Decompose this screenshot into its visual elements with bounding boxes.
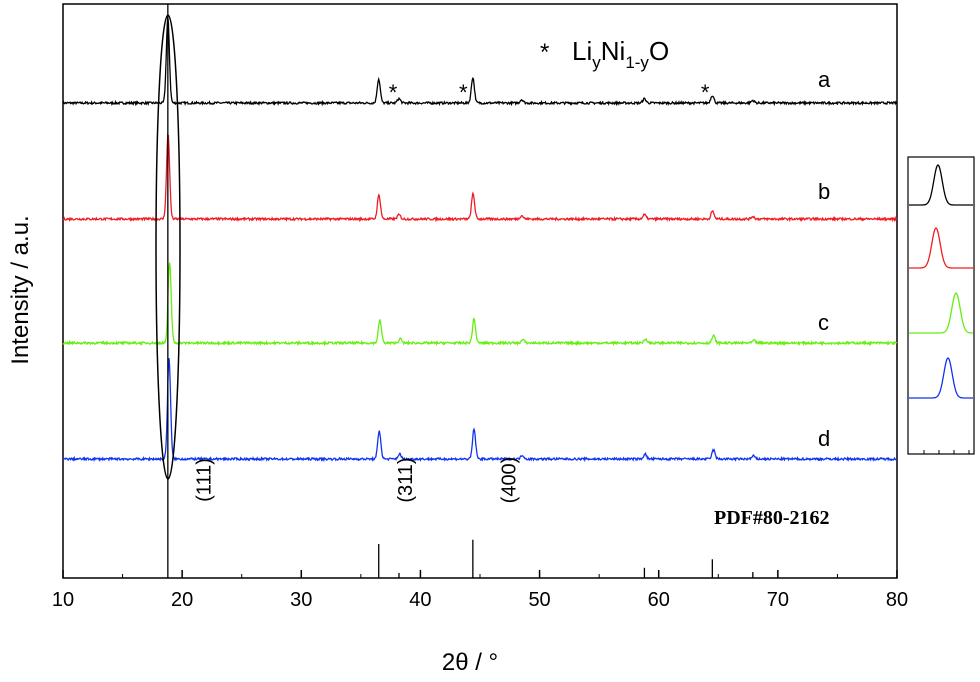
hkl-labels: (111) (311) (400) xyxy=(194,457,521,504)
series-label-d: d xyxy=(818,426,830,451)
legend-o: O xyxy=(649,36,669,66)
x-tick-label: 40 xyxy=(409,589,431,611)
inset-frame xyxy=(907,156,975,455)
plot-frame xyxy=(62,3,898,579)
y-axis-title: Intensity / a.u. xyxy=(7,215,34,364)
reference-label: PDF#80-2162 xyxy=(714,507,830,529)
impurity-markers: * * * xyxy=(389,80,710,105)
hkl-label: (111) xyxy=(194,458,216,502)
xrd-curves xyxy=(62,16,898,463)
x-tick-label: 50 xyxy=(528,589,550,611)
x-tick-label: 80 xyxy=(886,589,908,611)
x-axis-ticks: 10 20 30 40 50 60 70 80 xyxy=(52,570,908,611)
legend-sub-1-y: 1-y xyxy=(625,53,649,72)
x-tick-label: 70 xyxy=(767,589,789,611)
inset-line-a xyxy=(909,164,973,206)
legend-marker: * xyxy=(540,39,549,66)
x-axis-title: 2θ / ° xyxy=(442,649,498,676)
series-line-b xyxy=(62,133,898,223)
inset-curves xyxy=(909,164,973,399)
impurity-star: * xyxy=(459,80,468,105)
series-label-a: a xyxy=(818,67,831,92)
impurity-star: * xyxy=(389,80,398,105)
legend-li: Li xyxy=(572,36,592,66)
x-tick-label: 30 xyxy=(290,589,312,611)
x-tick-label: 60 xyxy=(648,589,670,611)
x-tick-label: 10 xyxy=(52,589,74,611)
series-line-d xyxy=(62,358,898,463)
hkl-label: (311) xyxy=(395,457,417,502)
legend: * LiyNi1-yO xyxy=(540,36,669,72)
legend-text: LiyNi1-yO xyxy=(572,36,669,72)
reference-sticks xyxy=(167,4,754,578)
inset-ticks xyxy=(923,450,970,454)
legend-ni: Ni xyxy=(601,36,626,66)
highlight-ellipse xyxy=(155,14,181,480)
hkl-label: (400) xyxy=(499,457,521,504)
inset-line-c xyxy=(909,292,973,334)
series-label-b: b xyxy=(818,179,830,204)
x-tick-label: 20 xyxy=(171,589,193,611)
inset-line-d xyxy=(909,357,973,399)
plot-area: 10 20 30 40 50 60 70 80 a b c d * * * * LiyNi1-yO… xyxy=(52,3,908,611)
series-line-c xyxy=(62,262,898,347)
series-line-a xyxy=(62,16,898,107)
legend-sub-y: y xyxy=(592,53,601,72)
inset-zoom xyxy=(907,156,975,455)
impurity-star: * xyxy=(701,80,710,105)
series-label-c: c xyxy=(818,310,829,335)
inset-line-b xyxy=(909,227,973,269)
